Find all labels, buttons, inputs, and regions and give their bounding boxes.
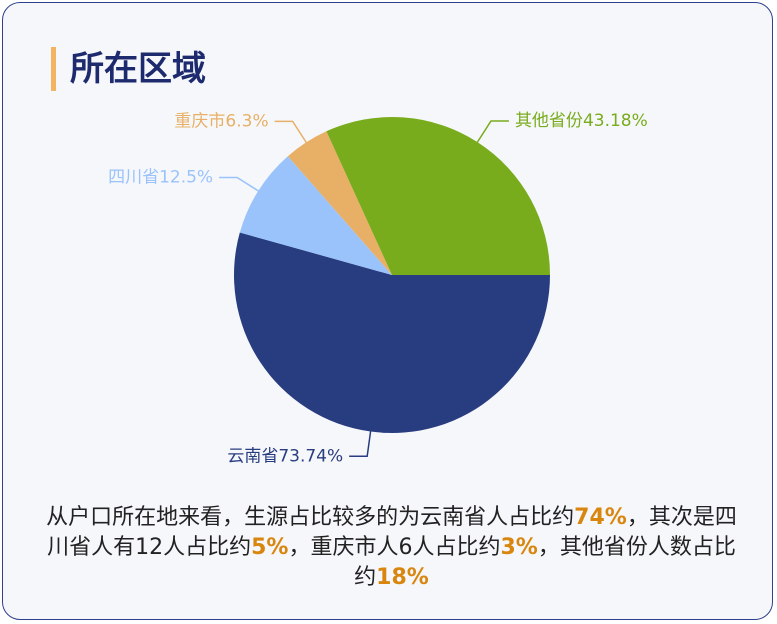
leader-line [349,425,373,458]
leader-line [219,176,264,195]
pie-chart: 云南省73.74% 四川省12.5% 重庆市6.3% 其他省份43.18% [108,111,648,466]
slice-value: 73.74% [278,446,343,466]
leader-line [473,120,509,148]
highlight: 5% [251,535,289,560]
pie-slice [287,131,392,275]
slice-name: 四川省 [108,168,159,188]
pie-slice [326,116,550,275]
slice-label: 重庆市6.3% [174,111,268,131]
slice-label: 其他省份43.18% [515,111,648,131]
slice-name: 重庆市 [174,111,225,131]
slice-value: 12.5% [159,168,213,188]
summary-text: ，重庆市人6人占比约 [288,535,501,560]
slice-name: 云南省 [227,446,278,466]
slice-value: 43.18% [583,111,648,131]
highlight: 3% [500,535,538,560]
slice-label: 四川省12.5% [108,168,213,188]
summary: 从户口所在地来看，生源占比较多的为云南省人占比约74%，其次是四川省人有12人占… [43,503,740,593]
pie-slice [239,156,392,275]
highlight: 18% [376,565,429,590]
pie-slice [234,232,551,433]
slice-name: 其他省份 [515,111,583,131]
summary-text: ，其次是四川省人有12人占比约 [47,505,737,560]
slice-label: 云南省73.74% [227,446,343,466]
leader-line [274,120,311,148]
summary-text: ，其他省份人数占比约 [354,535,736,590]
highlight: 74% [574,505,627,530]
summary-text: 从户口所在地来看，生源占比较多的为云南省人占比约 [46,505,575,530]
slice-value: 6.3% [225,111,268,131]
title: 所在区域 [51,47,206,91]
